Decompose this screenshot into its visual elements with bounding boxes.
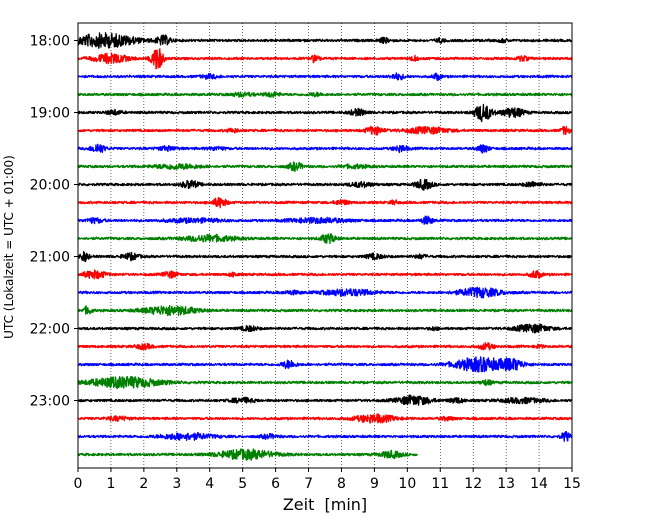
x-tick-label: 5 [238,476,247,492]
x-tick-label: 0 [74,476,83,492]
seismogram-trace [77,178,573,191]
seismogram-trace [77,375,573,390]
x-axis-label: Zeit [min] [283,495,367,514]
y-tick-label: 21:00 [30,250,70,266]
seismogram-trace [77,286,573,299]
seismogram-trace [77,48,573,70]
x-tick-label: 8 [337,476,346,492]
x-tick-label: 12 [464,476,482,492]
y-tick-label: 23:00 [30,394,70,410]
x-tick-label: 11 [431,476,449,492]
x-tick-label: 6 [271,476,280,492]
x-tick-label: 4 [205,476,214,492]
x-tick-label: 9 [370,476,379,492]
seismogram-trace [77,72,573,82]
seismogram-trace [77,196,573,209]
seismogram-trace [77,430,573,442]
seismogram-trace [77,356,573,373]
y-tick-label: 18:00 [30,34,70,50]
seismogram-trace [77,143,573,154]
seismogram-trace [77,91,573,98]
seismogram-trace [77,413,573,424]
seismogram-trace [77,161,573,173]
seismogram-trace [77,32,573,49]
x-tick-label: 1 [106,476,115,492]
seismogram-trace [77,250,573,263]
x-tick-label: 15 [563,476,581,492]
plot-frame [77,22,573,469]
x-axis-ticks: 0 1 2 3 4 5 6 7 8 9 10 11 12 13 14 15 [74,468,581,492]
seismogram-trace [77,394,573,406]
seismogram-trace [77,448,418,461]
y-tick-label: 20:00 [30,178,70,194]
x-tick-label: 13 [497,476,515,492]
seismogram-trace [77,341,573,351]
seismogram-trace [77,233,573,245]
x-tick-label: 7 [304,476,313,492]
x-tick-label: 3 [172,476,181,492]
x-tick-label: 2 [139,476,148,492]
seismogram-trace [77,304,573,317]
grid-lines [110,23,540,468]
seismogram-trace [77,269,573,280]
seismogram-trace [77,125,573,136]
x-tick-label: 10 [398,476,416,492]
x-tick-label: 14 [530,476,548,492]
seismogram-trace [77,215,573,225]
seismogram-traces [77,32,573,461]
seismogram-trace [77,323,573,334]
y-axis-ticks: 18:00 19:00 20:00 21:00 22:00 23:00 [30,34,78,410]
seismogram-trace [77,103,573,123]
y-tick-label: 22:00 [30,322,70,338]
y-axis-label: UTC (Lokalzeit = UTC + 01:00) [2,155,16,339]
y-tick-label: 19:00 [30,106,70,122]
